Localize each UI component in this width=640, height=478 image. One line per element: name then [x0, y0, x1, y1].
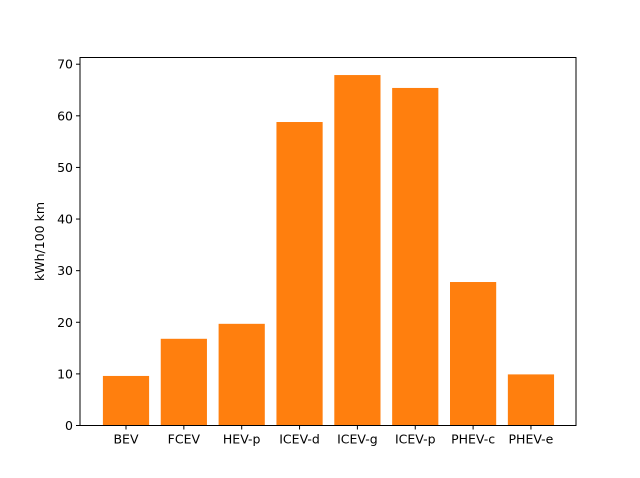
y-axis-ticks: 0 10 20 30 40 50 60 70 [57, 57, 80, 433]
bar-phev-c [450, 282, 497, 426]
y-tick-label-0: 0 [65, 418, 73, 433]
bar-icev-d [276, 122, 323, 426]
x-tick-label-phev-c: PHEV-c [451, 432, 495, 447]
y-tick-label-10: 10 [57, 366, 73, 381]
x-tick-label-hev-p: HEV-p [223, 432, 261, 447]
bar-fcev [160, 338, 207, 426]
y-tick-label-70: 70 [57, 57, 73, 72]
bar-icev-p [392, 87, 439, 426]
bar-bev [102, 375, 150, 426]
y-tick-label-20: 20 [57, 315, 73, 330]
x-axis-ticks: BEV FCEV HEV-p ICEV-d ICEV-g ICEV-p PHEV-c PHEV… [113, 425, 554, 447]
x-tick-label-fcev: FCEV [168, 432, 201, 447]
x-tick-label-icev-g: ICEV-g [337, 432, 378, 447]
bar-hev-p [218, 323, 265, 426]
x-tick-label-phev-e: PHEV-e [509, 432, 554, 447]
y-tick-label-40: 40 [57, 212, 73, 227]
plot-frame [79, 57, 577, 426]
x-tick-label-icev-p: ICEV-p [395, 432, 436, 447]
bars-group [102, 75, 555, 426]
y-axis-label: kWh/100 km [32, 202, 47, 281]
y-tick-label-30: 30 [57, 263, 73, 278]
bar-phev-e [507, 374, 555, 426]
y-tick-label-60: 60 [57, 108, 73, 123]
bar-icev-g [334, 75, 381, 426]
x-tick-label-icev-d: ICEV-d [279, 432, 320, 447]
x-tick-label-bev: BEV [113, 432, 138, 447]
y-tick-label-50: 50 [57, 160, 73, 175]
